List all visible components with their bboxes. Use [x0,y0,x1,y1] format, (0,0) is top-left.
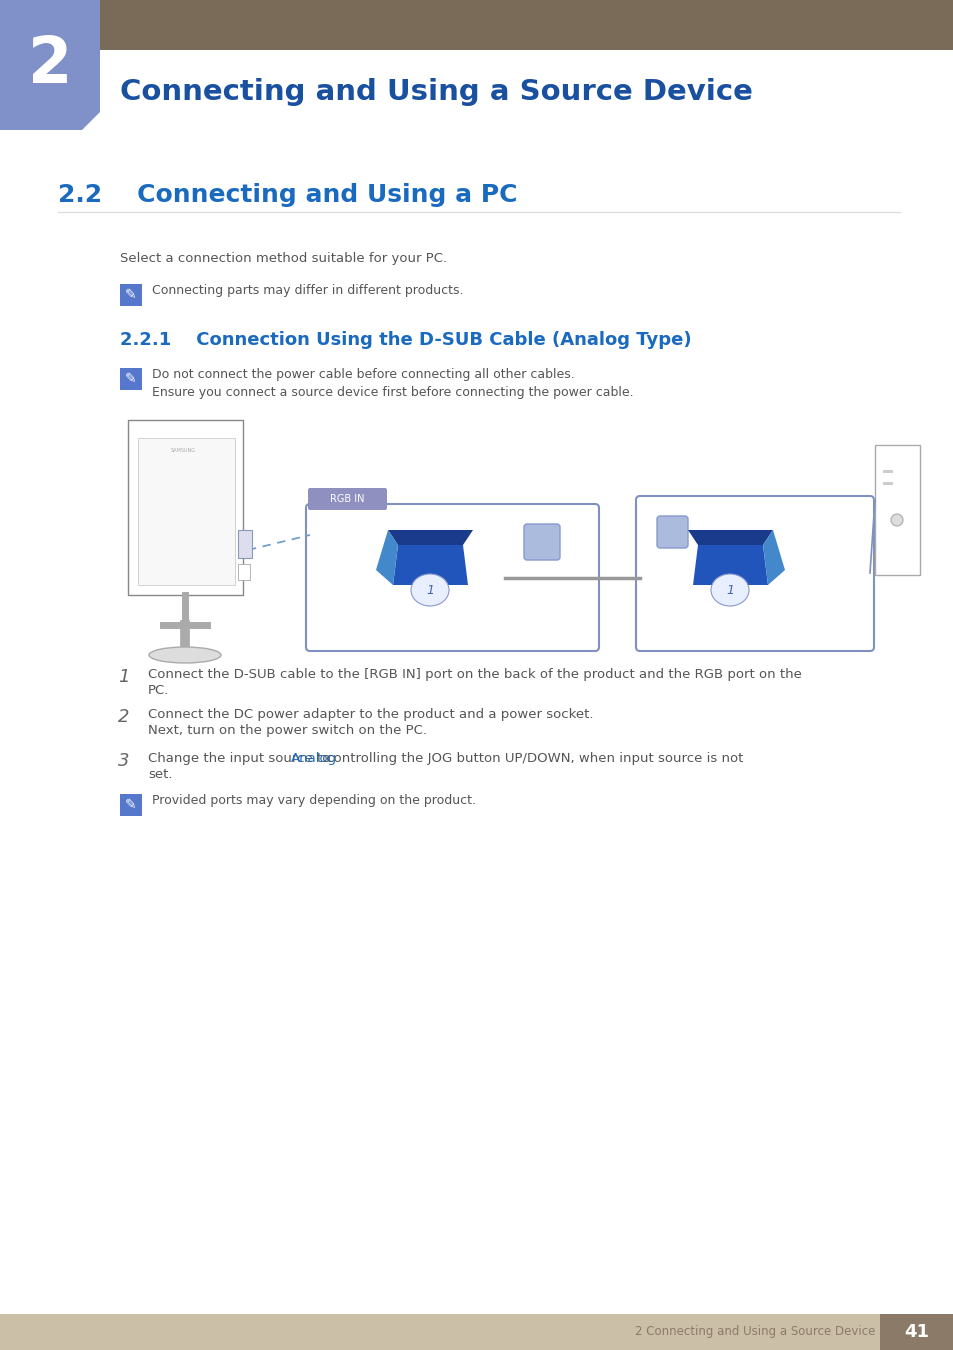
Bar [237,564,250,580]
FancyBboxPatch shape [120,794,142,815]
Text: 2.2.1    Connection Using the D-SUB Cable (Analog Type): 2.2.1 Connection Using the D-SUB Cable (… [120,331,691,350]
FancyBboxPatch shape [120,369,142,390]
Text: Provided ports may vary depending on the product.: Provided ports may vary depending on the… [152,794,476,807]
Bar [0,0,953,50]
Text: SAMSUNG: SAMSUNG [171,447,195,452]
Bar [879,1314,953,1350]
Bar [882,482,892,485]
FancyBboxPatch shape [636,495,873,651]
FancyBboxPatch shape [657,516,687,548]
Text: Analog: Analog [291,752,336,765]
FancyBboxPatch shape [308,487,387,510]
Text: 2.2    Connecting and Using a PC: 2.2 Connecting and Using a PC [58,184,517,207]
Text: 3: 3 [118,752,130,769]
Text: set.: set. [148,768,172,782]
Circle shape [890,514,902,526]
Bar [874,446,919,575]
Text: Next, turn on the power switch on the PC.: Next, turn on the power switch on the PC… [148,724,427,737]
Text: ✎: ✎ [125,288,136,302]
FancyBboxPatch shape [306,504,598,651]
Text: 1: 1 [725,583,733,597]
Text: RGB IN: RGB IN [330,494,364,504]
Text: Ensure you connect a source device first before connecting the power cable.: Ensure you connect a source device first… [152,386,633,400]
Bar [237,531,252,558]
Text: Connecting and Using a Source Device: Connecting and Using a Source Device [120,78,752,107]
Ellipse shape [411,574,449,606]
Text: 2 Connecting and Using a Source Device: 2 Connecting and Using a Source Device [634,1326,874,1338]
FancyBboxPatch shape [523,524,559,560]
Text: PC.: PC. [148,684,170,697]
Text: ✎: ✎ [125,798,136,811]
Polygon shape [687,531,772,545]
Polygon shape [393,545,468,585]
Text: Connect the D-SUB cable to the [RGB IN] port on the back of the product and the : Connect the D-SUB cable to the [RGB IN] … [148,668,801,680]
Polygon shape [0,0,100,130]
FancyBboxPatch shape [120,284,142,306]
Ellipse shape [149,647,221,663]
Text: Connecting parts may differ in different products.: Connecting parts may differ in different… [152,284,463,297]
Text: Change the input source to: Change the input source to [148,752,335,765]
Text: Select a connection method suitable for your PC.: Select a connection method suitable for … [120,252,447,265]
Bar [0,1314,953,1350]
Text: Do not connect the power cable before connecting all other cables.: Do not connect the power cable before co… [152,369,574,381]
Text: Connect the DC power adapter to the product and a power socket.: Connect the DC power adapter to the prod… [148,707,593,721]
Text: ✎: ✎ [125,373,136,386]
Polygon shape [375,531,397,585]
Bar [128,420,243,595]
Text: 2: 2 [28,34,72,96]
Polygon shape [692,545,767,585]
Polygon shape [762,531,784,585]
Text: 2: 2 [118,707,130,726]
Text: 1: 1 [118,668,130,686]
Bar [310,504,385,510]
Text: 1: 1 [426,583,434,597]
Text: 41: 41 [903,1323,928,1341]
Polygon shape [388,531,473,545]
Bar [138,437,234,585]
Ellipse shape [710,574,748,606]
Text: controlling the JOG button UP/DOWN, when input source is not: controlling the JOG button UP/DOWN, when… [322,752,742,765]
Bar [882,470,892,472]
